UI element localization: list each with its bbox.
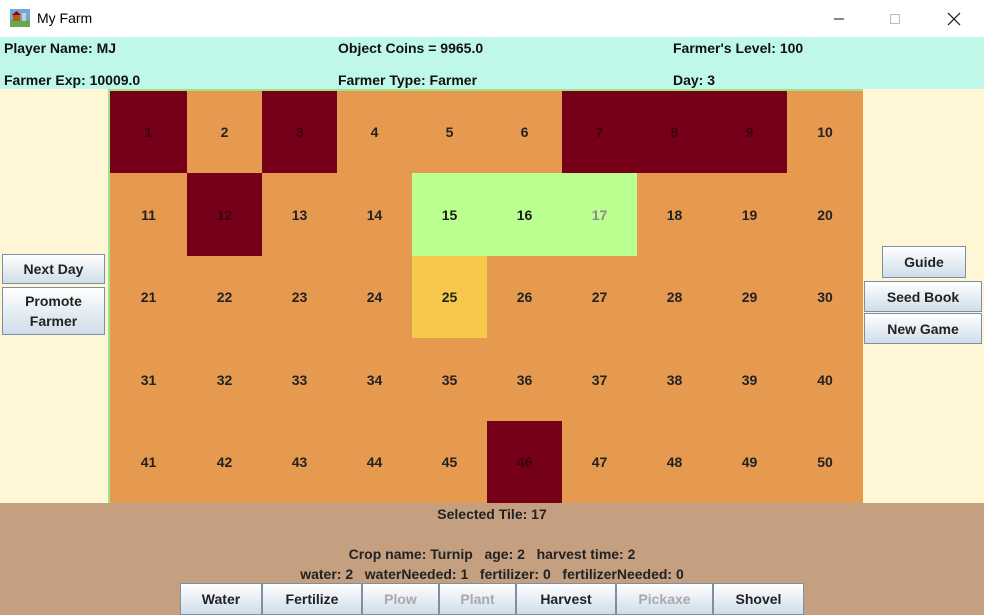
farm-tile-48[interactable]: 48 xyxy=(637,421,712,503)
farm-tile-42[interactable]: 42 xyxy=(187,421,262,503)
shovel-button[interactable]: Shovel xyxy=(713,583,804,615)
farm-tile-45[interactable]: 45 xyxy=(412,421,487,503)
farm-tile-2[interactable]: 2 xyxy=(187,91,262,173)
title-bar: My Farm xyxy=(0,0,984,37)
farm-tile-38[interactable]: 38 xyxy=(637,338,712,421)
farm-tile-25[interactable]: 25 xyxy=(412,256,487,338)
farm-tile-17[interactable]: 17 xyxy=(562,173,637,256)
window-title: My Farm xyxy=(37,10,93,26)
farm-tile-18[interactable]: 18 xyxy=(637,173,712,256)
farm-tile-3[interactable]: 3 xyxy=(262,91,337,173)
farm-tile-24[interactable]: 24 xyxy=(337,256,412,338)
maximize-icon xyxy=(890,13,900,24)
farm-tile-37[interactable]: 37 xyxy=(562,338,637,421)
farm-tile-46[interactable]: 46 xyxy=(487,421,562,503)
farm-tile-19[interactable]: 19 xyxy=(712,173,787,256)
farm-tile-47[interactable]: 47 xyxy=(562,421,637,503)
guide-button[interactable]: Guide xyxy=(882,246,966,278)
right-control-panel: Guide Seed Book New Game xyxy=(863,89,984,503)
farm-tile-35[interactable]: 35 xyxy=(412,338,487,421)
farm-tile-14[interactable]: 14 xyxy=(337,173,412,256)
tile-status-panel: Selected Tile: 17 Crop name: Turnip age:… xyxy=(0,503,984,615)
farm-tile-4[interactable]: 4 xyxy=(337,91,412,173)
minimize-icon xyxy=(834,18,844,19)
player-name: Player Name: MJ xyxy=(4,40,117,56)
farm-tile-34[interactable]: 34 xyxy=(337,338,412,421)
farm-tile-11[interactable]: 11 xyxy=(110,173,187,256)
farm-tile-15[interactable]: 15 xyxy=(412,173,487,256)
farm-tile-6[interactable]: 6 xyxy=(487,91,562,173)
farm-tile-32[interactable]: 32 xyxy=(187,338,262,421)
farm-tile-43[interactable]: 43 xyxy=(262,421,337,503)
farm-tile-8[interactable]: 8 xyxy=(637,91,712,173)
farm-tile-33[interactable]: 33 xyxy=(262,338,337,421)
next-day-button[interactable]: Next Day xyxy=(2,254,105,284)
farmer-exp: Farmer Exp: 10009.0 xyxy=(4,72,141,88)
crop-info-label: Crop name: Turnip age: 2 harvest time: 2 xyxy=(348,546,636,562)
farm-tile-1[interactable]: 1 xyxy=(110,91,187,173)
farm-tile-10[interactable]: 10 xyxy=(787,91,863,173)
plow-button[interactable]: Plow xyxy=(362,583,439,615)
farm-tile-27[interactable]: 27 xyxy=(562,256,637,338)
farm-tile-26[interactable]: 26 xyxy=(487,256,562,338)
promote-label-line2: Farmer xyxy=(29,313,78,329)
farm-tile-36[interactable]: 36 xyxy=(487,338,562,421)
close-button[interactable] xyxy=(925,0,983,37)
farm-tile-16[interactable]: 16 xyxy=(487,173,562,256)
farm-tile-44[interactable]: 44 xyxy=(337,421,412,503)
player-info-bar: Player Name: MJ Object Coins = 9965.0 Fa… xyxy=(0,37,984,89)
new-game-button[interactable]: New Game xyxy=(864,313,982,344)
left-control-panel: Next Day Promote Farmer xyxy=(0,89,108,503)
farm-tile-31[interactable]: 31 xyxy=(110,338,187,421)
fertilize-button[interactable]: Fertilize xyxy=(262,583,362,615)
close-icon xyxy=(947,12,961,25)
day-counter: Day: 3 xyxy=(673,72,716,88)
farm-tile-50[interactable]: 50 xyxy=(787,421,863,503)
farmer-level: Farmer's Level: 100 xyxy=(673,40,804,56)
farm-tile-22[interactable]: 22 xyxy=(187,256,262,338)
farm-app-icon xyxy=(10,9,30,27)
farm-tile-28[interactable]: 28 xyxy=(637,256,712,338)
water-button[interactable]: Water xyxy=(180,583,262,615)
farm-tile-41[interactable]: 41 xyxy=(110,421,187,503)
pickaxe-button[interactable]: Pickaxe xyxy=(616,583,713,615)
farm-tile-13[interactable]: 13 xyxy=(262,173,337,256)
minimize-button[interactable] xyxy=(810,0,868,37)
farm-tile-49[interactable]: 49 xyxy=(712,421,787,503)
crop-needs-label: water: 2 waterNeeded: 1 fertilizer: 0 fe… xyxy=(300,566,684,582)
farm-tile-30[interactable]: 30 xyxy=(787,256,863,338)
promote-farmer-button[interactable]: Promote Farmer xyxy=(2,287,105,335)
farm-tile-7[interactable]: 7 xyxy=(562,91,637,173)
farm-tile-29[interactable]: 29 xyxy=(712,256,787,338)
plant-button[interactable]: Plant xyxy=(439,583,516,615)
farmer-type: Farmer Type: Farmer xyxy=(338,72,478,88)
farm-tile-20[interactable]: 20 xyxy=(787,173,863,256)
farm-tile-40[interactable]: 40 xyxy=(787,338,863,421)
farm-tile-21[interactable]: 21 xyxy=(110,256,187,338)
farm-tile-9[interactable]: 9 xyxy=(712,91,787,173)
seed-book-button[interactable]: Seed Book xyxy=(864,281,982,312)
farm-tile-23[interactable]: 23 xyxy=(262,256,337,338)
harvest-button[interactable]: Harvest xyxy=(516,583,616,615)
object-coins: Object Coins = 9965.0 xyxy=(338,40,484,56)
maximize-button[interactable] xyxy=(866,0,924,37)
selected-tile-label: Selected Tile: 17 xyxy=(437,506,547,522)
promote-label-line1: Promote xyxy=(25,293,82,309)
farm-tile-12[interactable]: 12 xyxy=(187,173,262,256)
farm-tile-5[interactable]: 5 xyxy=(412,91,487,173)
tool-toolbar: Water Fertilize Plow Plant Harvest Pickaxe Sho… xyxy=(180,583,804,615)
farm-grid: 1 2 3 4 5 6 7 8 9 10 11 12 13 14 15 16 17 18 19 20 21 22 23 24 2… xyxy=(108,89,863,503)
farm-tile-39[interactable]: 39 xyxy=(712,338,787,421)
